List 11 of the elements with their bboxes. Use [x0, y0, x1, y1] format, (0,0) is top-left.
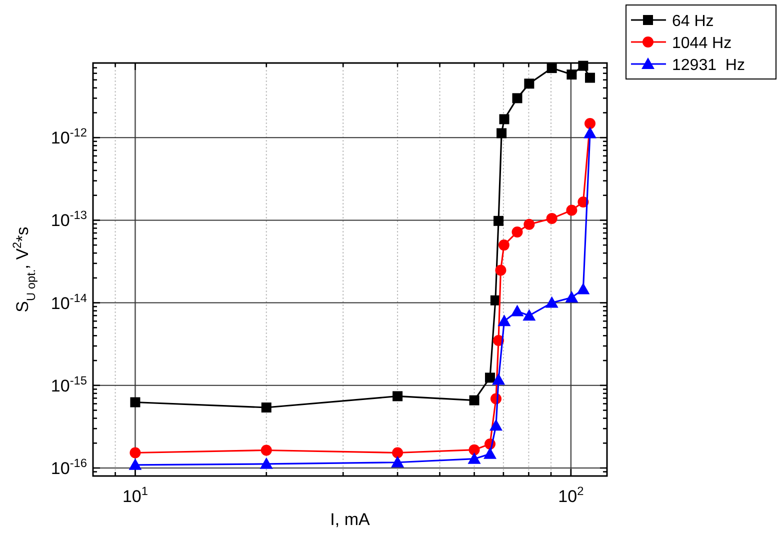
- y-tick-label: 10$^{-16}$: [50, 456, 88, 478]
- y-tick-label: 10$^{-14}$: [50, 290, 88, 313]
- legend-label: 64 Hz: [672, 13, 714, 30]
- y-tick-label: 10$^{-12}$: [50, 126, 88, 148]
- legend-label: 1044 Hz: [672, 35, 732, 52]
- y-tick-label: 10$^{-15}$: [50, 373, 88, 396]
- x-tick-label: 10$^{1}$: [122, 484, 148, 506]
- y-tick-label: 10$^{-13}$: [50, 208, 88, 230]
- x-axis-title: I, mA: [330, 510, 370, 529]
- legend-label: 12931 Hz: [672, 57, 745, 74]
- x-tick-label: 10$^{2}$: [558, 484, 584, 506]
